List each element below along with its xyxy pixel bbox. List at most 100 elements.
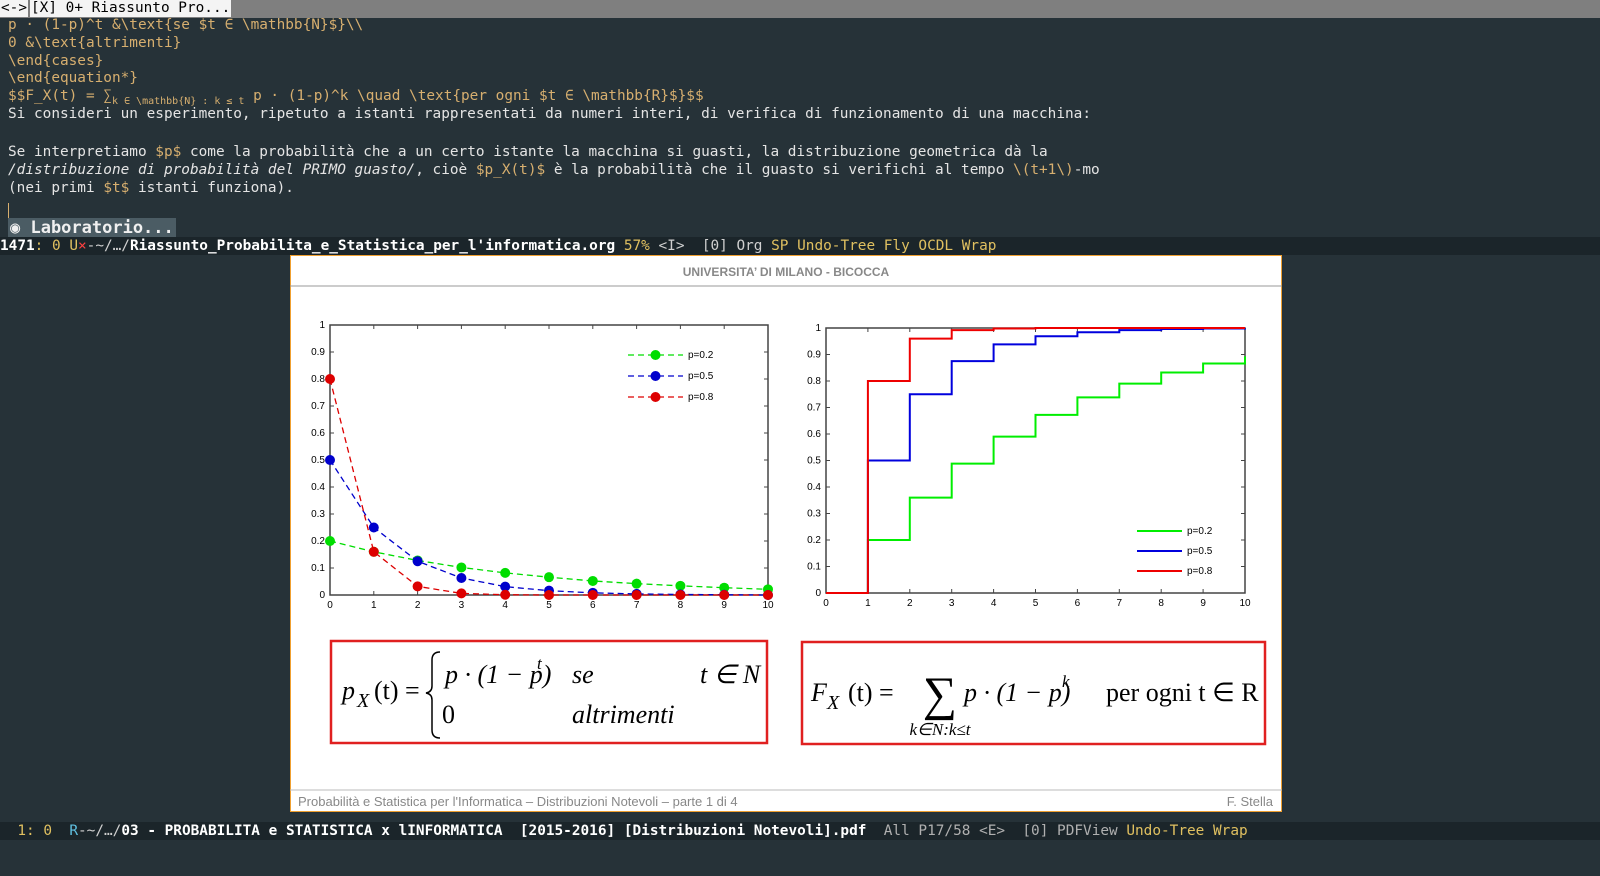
slide-header: UNIVERSITA’ DI MILANO - BICOCCA: [683, 265, 890, 279]
text-segment: $$F_X(t) = ∑: [8, 88, 112, 105]
tab[interactable]: [X] 0+ Riassunto Pro...: [30, 0, 232, 17]
y-tick-label: 0.1: [311, 563, 325, 574]
mode-segment: : 0: [26, 823, 70, 839]
text-line: (nei primi $t$ istanti funziona).: [8, 180, 1100, 198]
point: [587, 575, 598, 586]
mode-segment: All P17/58 <E> [0] PDFView: [866, 823, 1127, 839]
y-tick-label: 0.3: [311, 509, 325, 520]
legend-marker: [650, 392, 661, 402]
text-segment: 0 &\text{altrimenti}: [8, 34, 182, 51]
formula-text: se: [572, 660, 594, 689]
y-tick-label: 0.6: [807, 429, 821, 440]
point: [325, 536, 335, 546]
point: [412, 581, 423, 592]
legend-label: p=0.2: [688, 350, 714, 361]
formula-text: t: [537, 654, 543, 673]
x-tick-label: 5: [546, 600, 552, 611]
y-tick-label: 0.9: [807, 350, 821, 361]
legend-label: p=0.5: [688, 371, 714, 382]
mode-segment: -~/…/: [86, 238, 130, 254]
formula-text: X: [356, 690, 370, 712]
text-segment: \(t+1\): [1013, 161, 1074, 178]
formula-box: [329, 639, 769, 745]
mode-segment: 1471: [0, 238, 35, 254]
formula-text: (t) =: [374, 676, 420, 705]
text-line: /distribuzione di probabilità del PRIMO …: [8, 162, 1100, 180]
point: [456, 562, 467, 573]
formula-text: 0: [442, 700, 455, 729]
text-line: Si consideri un esperimento, ripetuto a …: [8, 106, 1091, 124]
point: [763, 590, 773, 600]
formula-text: k∈N:k≤t: [910, 720, 972, 739]
y-tick-label: 0.9: [311, 347, 325, 358]
legend-label: p=0.5: [1187, 546, 1213, 557]
x-tick-label: 6: [590, 600, 596, 611]
y-tick-label: 0: [319, 590, 325, 601]
formula-text: p · (1 − p): [962, 678, 1070, 707]
y-tick-label: 0.3: [807, 509, 821, 520]
point: [325, 455, 335, 465]
y-tick-label: 0: [815, 588, 821, 599]
formula-text: (t) =: [848, 678, 894, 707]
point: [719, 582, 730, 593]
formula-text: t ∈ N: [700, 660, 762, 689]
y-tick-label: 0.2: [311, 536, 325, 547]
editor-text: Se interpretiamo $p$ come la probabilità…: [8, 144, 1100, 197]
formula-text: per ogni t ∈ R: [1106, 678, 1259, 707]
text-segment: come la probabilità che a un certo istan…: [181, 144, 1048, 160]
text-segment: p · (1-p)^k \quad \text{per ogni $t ∈ \m…: [244, 88, 704, 105]
y-tick-label: 0.4: [311, 482, 325, 493]
y-tick-label: 1: [319, 320, 325, 331]
point: [456, 588, 467, 599]
text-segment: è la probabilità che il guasto si verifi…: [545, 161, 1014, 178]
formula-text: ∑: [923, 668, 957, 721]
x-tick-label: 7: [1117, 598, 1123, 609]
point: [325, 374, 335, 384]
mode-segment: SP Undo-Tree Fly OCDL Wrap: [771, 238, 997, 254]
series-line: [826, 327, 1246, 594]
legend-marker: [650, 350, 661, 360]
point: [456, 572, 467, 583]
point: [500, 581, 511, 592]
point: [368, 522, 379, 533]
point: [675, 590, 686, 600]
legend-label: p=0.8: [1187, 566, 1213, 577]
legend-marker: [650, 371, 661, 381]
x-tick-label: 3: [459, 600, 465, 611]
x-tick-label: 9: [1200, 598, 1206, 609]
slide-footer: Probabilità e Statistica per l'Informati…: [298, 794, 738, 809]
point: [544, 590, 554, 600]
text-segment: $t$: [103, 179, 130, 196]
y-tick-label: 0.6: [311, 428, 325, 439]
mode-segment: ×: [77, 238, 87, 254]
text-line: 0 &\text{altrimenti}: [8, 35, 1091, 53]
text-segment: Si consideri un esperimento, ripetuto a …: [8, 105, 1091, 122]
x-tick-label: 2: [415, 600, 421, 611]
mode-segment: <I> [0] Org: [658, 238, 772, 254]
x-tick-label: 10: [762, 600, 774, 611]
formula-text: altrimenti: [572, 700, 675, 729]
mode-line: 1471: 0 U×-~/…/Riassunto_Probabilita_e_S…: [0, 237, 1600, 255]
y-tick-label: 0.7: [311, 401, 325, 412]
formula-cdf: F X (t) = ∑ k∈N:k≤t p · (1 − p) k per og…: [810, 668, 1259, 739]
editor-text: p · (1-p)^t &\text{se $t ∈ \mathbb{N}$}\…: [8, 17, 1091, 124]
y-tick-label: 0.1: [807, 562, 821, 573]
text-segment: $p_X(t)$: [475, 161, 546, 178]
point: [631, 578, 642, 589]
text-segment: , cioè: [415, 161, 476, 178]
pdf-page: UNIVERSITA’ DI MILANO - BICOCCA Probabil…: [290, 255, 1282, 812]
point: [719, 590, 730, 600]
text-segment: /distribuzione di probabilità del PRIMO …: [8, 161, 416, 178]
text-line: Se interpretiamo $p$ come la probabilità…: [8, 144, 1100, 162]
legend-label: p=0.2: [1187, 526, 1213, 537]
mode-segment: 57%: [615, 238, 659, 254]
cursor: [8, 203, 9, 219]
nav-button[interactable]: <->: [0, 0, 28, 17]
formula-text: p: [340, 676, 355, 705]
text-segment: istanti funziona).: [129, 179, 294, 196]
text-line: p · (1-p)^t &\text{se $t ∈ \mathbb{N}$}\…: [8, 17, 1091, 35]
org-heading[interactable]: ◉ Laboratorio...: [8, 218, 176, 238]
text-segment: -mo: [1073, 161, 1100, 178]
text-line: \end{equation*}: [8, 70, 1091, 88]
